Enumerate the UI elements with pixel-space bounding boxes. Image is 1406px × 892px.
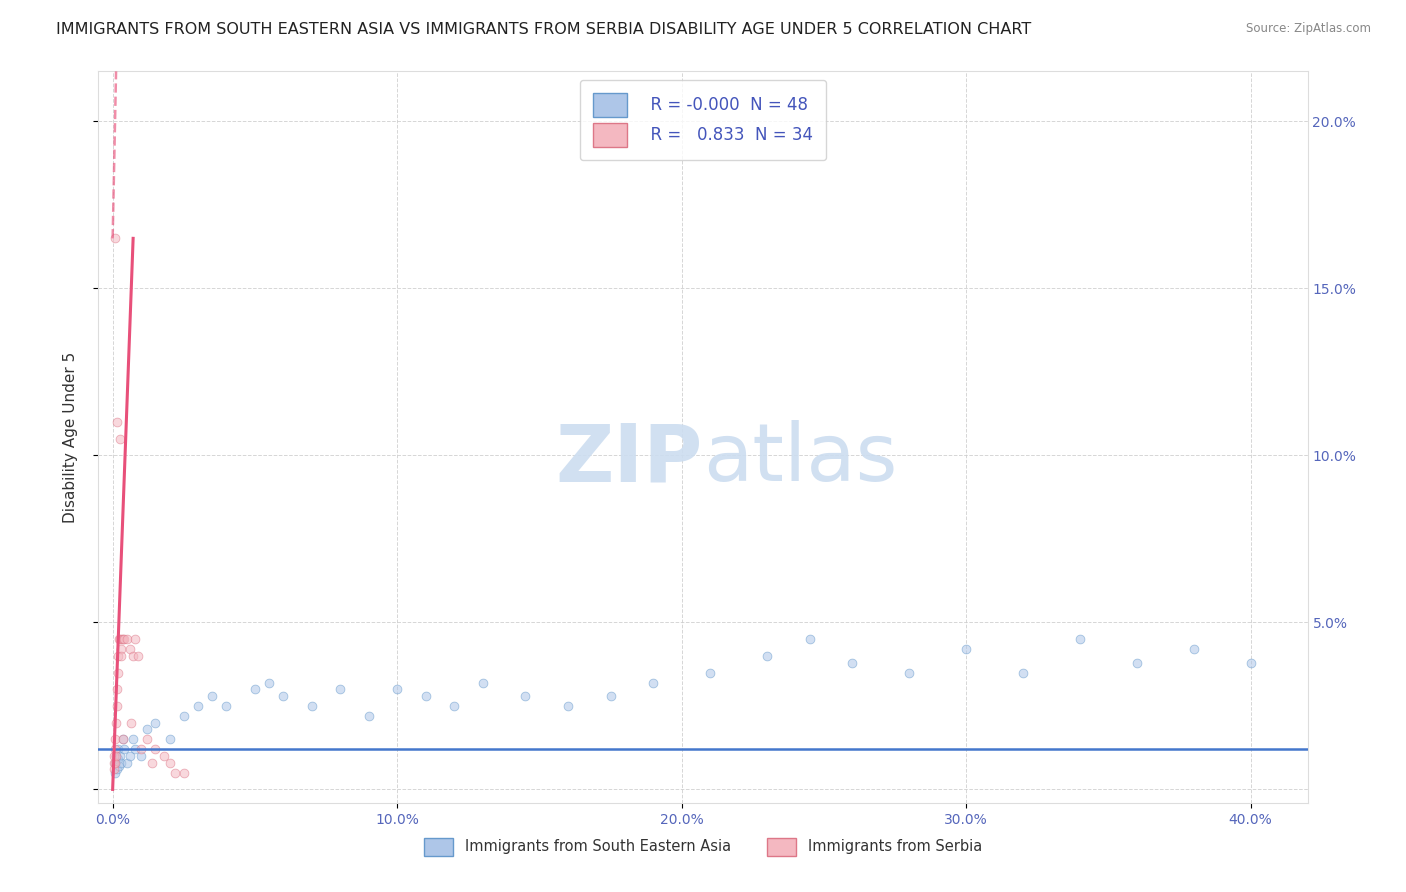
Point (898, 665, 921, 680)
Point (841, 656, 863, 670)
Point (104, 756, 127, 770)
Point (329, 682, 352, 697)
Point (120, 715, 142, 730)
Point (1069, 632, 1091, 647)
Point (107, 752, 129, 766)
Point (187, 698, 209, 713)
Point (385, 682, 408, 697)
Point (599, 689, 621, 703)
Point (557, 698, 579, 713)
Point (124, 742, 146, 756)
Point (1126, 656, 1149, 670)
Point (107, 648, 129, 663)
Point (415, 689, 437, 703)
Point (104, 732, 127, 747)
Point (110, 756, 132, 770)
Point (118, 642, 141, 657)
Point (104, 765, 127, 780)
Point (1240, 656, 1263, 670)
Point (112, 742, 135, 756)
Point (110, 648, 132, 663)
Point (643, 675, 665, 690)
Point (103, 763, 125, 777)
Point (756, 648, 779, 663)
Point (243, 682, 266, 697)
Point (108, 632, 131, 647)
Text: Source: ZipAtlas.com: Source: ZipAtlas.com (1246, 22, 1371, 36)
Point (443, 698, 465, 713)
Point (273, 689, 295, 703)
Point (135, 732, 157, 747)
Point (105, 682, 128, 697)
Point (103, 749, 125, 764)
Point (105, 715, 128, 730)
Point (110, 642, 132, 657)
Point (1182, 642, 1205, 657)
Point (301, 698, 323, 713)
Text: ZIP: ZIP (555, 420, 703, 498)
Point (105, 415, 128, 429)
Point (127, 648, 149, 663)
Point (108, 432, 131, 446)
Point (129, 742, 152, 756)
Point (112, 732, 135, 747)
Point (121, 648, 143, 663)
Point (108, 749, 131, 764)
Point (201, 689, 224, 703)
Point (108, 632, 131, 647)
Point (143, 715, 166, 730)
Point (104, 231, 127, 245)
Point (107, 742, 129, 756)
Point (111, 732, 134, 747)
Point (1012, 665, 1035, 680)
Point (115, 632, 138, 647)
Point (121, 732, 143, 747)
Point (105, 749, 128, 764)
Point (159, 756, 181, 770)
Point (104, 756, 127, 770)
Point (215, 698, 238, 713)
Point (124, 632, 146, 647)
Point (357, 709, 380, 723)
Point (129, 749, 152, 764)
Point (135, 723, 157, 737)
Point (112, 632, 135, 647)
Point (153, 749, 176, 764)
Point (108, 759, 131, 773)
Point (165, 765, 187, 780)
Point (111, 632, 134, 647)
Point (107, 665, 129, 680)
Point (143, 742, 166, 756)
Point (799, 632, 821, 647)
Point (111, 632, 134, 647)
Point (515, 689, 537, 703)
Point (104, 742, 127, 756)
Point (115, 756, 138, 770)
Point (173, 709, 195, 723)
Legend: Immigrants from South Eastern Asia, Immigrants from Serbia: Immigrants from South Eastern Asia, Immi… (418, 832, 988, 862)
Point (159, 732, 181, 747)
Point (699, 665, 721, 680)
Point (103, 756, 125, 770)
Point (257, 675, 280, 690)
Point (471, 675, 494, 690)
Point (105, 763, 128, 777)
Point (173, 765, 195, 780)
Point (141, 756, 163, 770)
Point (118, 749, 141, 764)
Y-axis label: Disability Age Under 5: Disability Age Under 5 (63, 351, 77, 523)
Text: atlas: atlas (703, 420, 897, 498)
Text: IMMIGRANTS FROM SOUTH EASTERN ASIA VS IMMIGRANTS FROM SERBIA DISABILITY AGE UNDE: IMMIGRANTS FROM SOUTH EASTERN ASIA VS IM… (56, 22, 1032, 37)
Point (955, 642, 977, 657)
Point (105, 698, 128, 713)
Point (105, 749, 128, 764)
